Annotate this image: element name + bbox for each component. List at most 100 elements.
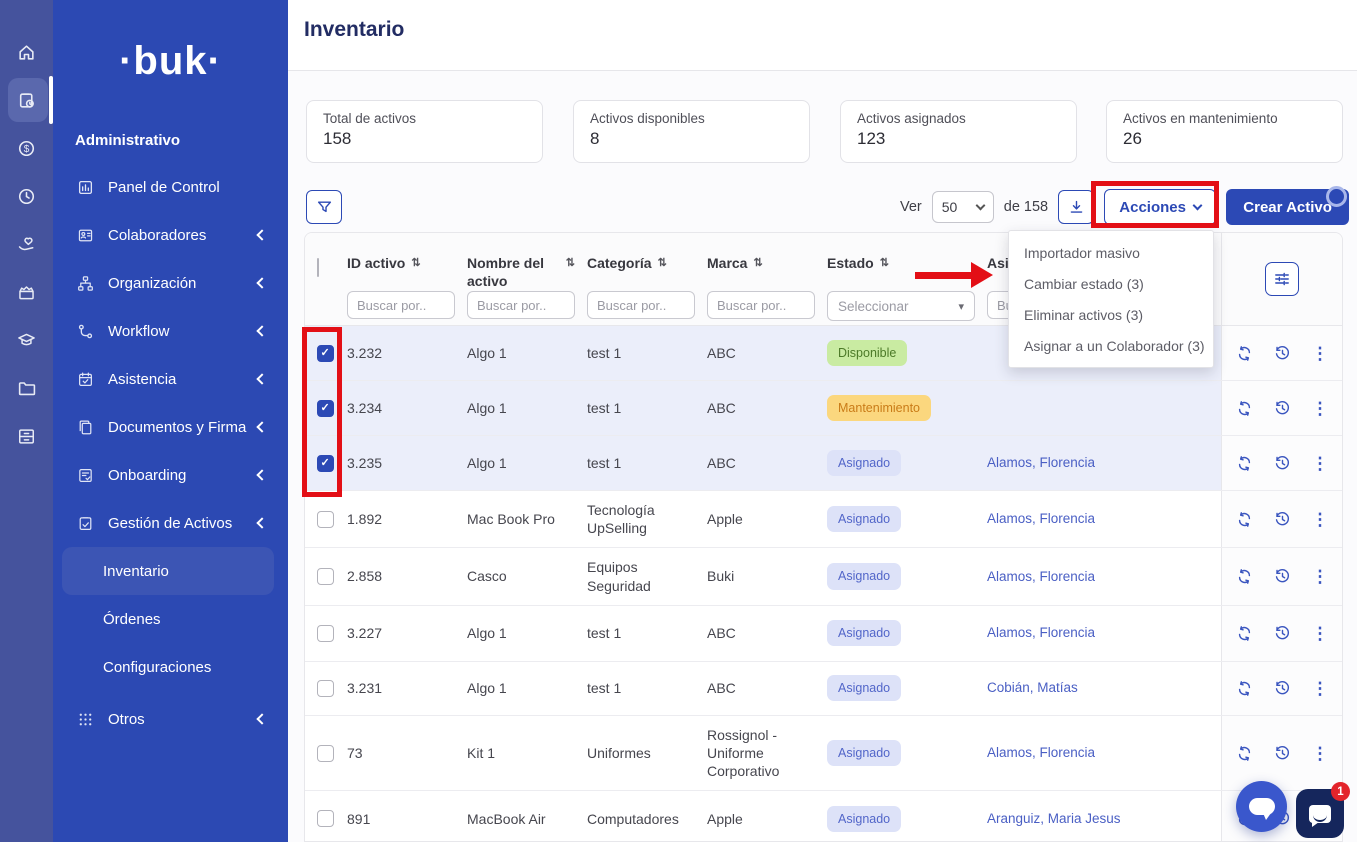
row-actions: ⋮ [1221,605,1342,661]
refresh-icon[interactable] [1236,511,1253,528]
assignee-link[interactable]: Alamos, Florencia [987,745,1096,761]
search-id-input[interactable] [347,291,455,319]
row-checkbox[interactable] [317,568,334,586]
sidebar-item-organizacion[interactable]: Organización [53,259,288,307]
chat-bubble-icon [1248,798,1275,820]
cell-category: test 1 [587,454,622,471]
rail-inventory[interactable] [0,412,53,460]
rail-assets[interactable] [0,76,53,124]
inventory-table: ID activo Nombre del activo Categoría Ma… [304,232,1343,842]
menu-item-eliminar-activos[interactable]: Eliminar activos (3) [1024,306,1144,323]
kebab-menu-icon[interactable]: ⋮ [1311,567,1329,587]
ver-label: Ver [900,199,922,215]
kebab-menu-icon[interactable]: ⋮ [1311,623,1329,643]
sidebar-item-colaboradores[interactable]: Colaboradores [53,211,288,259]
refresh-icon[interactable] [1236,568,1253,585]
menu-item-asignar-colaborador[interactable]: Asignar a un Colaborador (3) [1024,337,1205,354]
assignee-link[interactable]: Alamos, Florencia [987,511,1096,527]
history-icon[interactable] [1274,400,1291,417]
rail-home[interactable] [0,28,53,76]
cell-brand: Buki [707,568,735,585]
estado-select[interactable]: Seleccionar ▾ [827,291,975,321]
history-icon[interactable] [1274,745,1291,762]
sidebar-item-panel-de-control[interactable]: Panel de Control [53,163,288,211]
row-checkbox[interactable] [317,679,334,697]
sort-icon[interactable] [880,257,889,271]
rail-benefits[interactable] [0,220,53,268]
total-count-label: de 158 [1003,199,1049,215]
acciones-button[interactable]: Acciones [1104,189,1217,225]
cell-category: test 1 [587,625,622,642]
col-id-activo: ID activo [345,233,465,325]
cell-name: MacBook Air [467,810,546,827]
status-badge: Asignado [827,675,902,702]
search-categoria-input[interactable] [587,291,695,319]
row-checkbox[interactable] [317,454,334,472]
sidebar-item-documentos-y-firma[interactable]: Documentos y Firma [53,403,288,451]
rail-payroll[interactable] [0,124,53,172]
history-icon[interactable] [1274,345,1291,362]
column-settings-button[interactable] [1265,262,1299,296]
history-icon[interactable] [1274,680,1291,697]
row-checkbox[interactable] [317,344,334,362]
sidebar-subitem-configuraciones[interactable]: Configuraciones [103,658,212,676]
row-checkbox[interactable] [317,810,334,828]
refresh-icon[interactable] [1236,745,1253,762]
menu-item-cambiar-estado[interactable]: Cambiar estado (3) [1024,275,1144,292]
sidebar-subitem-ordenes[interactable]: Órdenes [103,610,161,628]
sidebar-item-onboarding[interactable]: Onboarding [53,451,288,499]
assignee-link[interactable]: Aranguiz, Maria Jesus [987,811,1121,827]
kebab-menu-icon[interactable]: ⋮ [1311,343,1329,363]
refresh-icon[interactable] [1236,625,1253,642]
menu-item-importador-masivo[interactable]: Importador masivo [1024,244,1140,261]
kebab-menu-icon[interactable]: ⋮ [1311,509,1329,529]
history-icon[interactable] [1274,455,1291,472]
rail-time[interactable] [0,172,53,220]
assignee-link[interactable]: Cobián, Matías [987,680,1078,696]
chat-square-icon [1309,804,1331,827]
table-row: 891 MacBook Air Computadores Apple Asign… [305,791,1342,841]
kebab-menu-icon[interactable]: ⋮ [1311,453,1329,473]
row-checkbox[interactable] [317,744,334,762]
kebab-menu-icon[interactable]: ⋮ [1311,398,1329,418]
row-checkbox[interactable] [317,399,334,417]
chat-launcher-button[interactable] [1236,781,1287,832]
sort-icon[interactable] [658,257,667,271]
cell-id: 891 [347,810,371,827]
rail-culture[interactable] [0,268,53,316]
row-checkbox[interactable] [317,510,334,528]
filter-button[interactable] [306,190,342,224]
search-marca-input[interactable] [707,291,815,319]
kebab-menu-icon[interactable]: ⋮ [1311,678,1329,698]
search-nombre-input[interactable] [467,291,575,319]
row-checkbox[interactable] [317,624,334,642]
sidebar-nav: Panel de Control Colaboradores Organizac… [53,163,288,743]
refresh-icon[interactable] [1236,345,1253,362]
assignee-link[interactable]: Alamos, Florencia [987,455,1096,471]
history-icon[interactable] [1274,568,1291,585]
sidebar-subitem-inventario[interactable]: Inventario [62,547,274,595]
refresh-icon[interactable] [1236,455,1253,472]
row-actions: ⋮ [1221,661,1342,715]
sidebar-item-workflow[interactable]: Workflow [53,307,288,355]
sort-icon[interactable] [411,257,420,271]
sort-icon[interactable] [566,257,575,271]
sort-icon[interactable] [753,257,762,271]
sidebar-item-gestion-de-activos[interactable]: Gestión de Activos [53,499,288,547]
select-all-checkbox[interactable] [317,258,319,277]
sidebar-item-otros[interactable]: Otros [53,695,288,743]
refresh-icon[interactable] [1236,400,1253,417]
rail-training[interactable] [0,316,53,364]
sidebar-item-asistencia[interactable]: Asistencia [53,355,288,403]
kebab-menu-icon[interactable]: ⋮ [1311,743,1329,763]
page-size-select[interactable]: 50 [931,191,994,223]
table-row: 2.858 Casco Equipos Seguridad Buki Asign… [305,548,1342,606]
rail-files[interactable] [0,364,53,412]
download-button[interactable] [1058,190,1095,224]
assignee-link[interactable]: Alamos, Florencia [987,625,1096,641]
assignee-link[interactable]: Alamos, Florencia [987,568,1096,584]
history-icon[interactable] [1274,511,1291,528]
history-icon[interactable] [1274,625,1291,642]
refresh-icon[interactable] [1236,680,1253,697]
status-badge: Disponible [827,339,908,367]
